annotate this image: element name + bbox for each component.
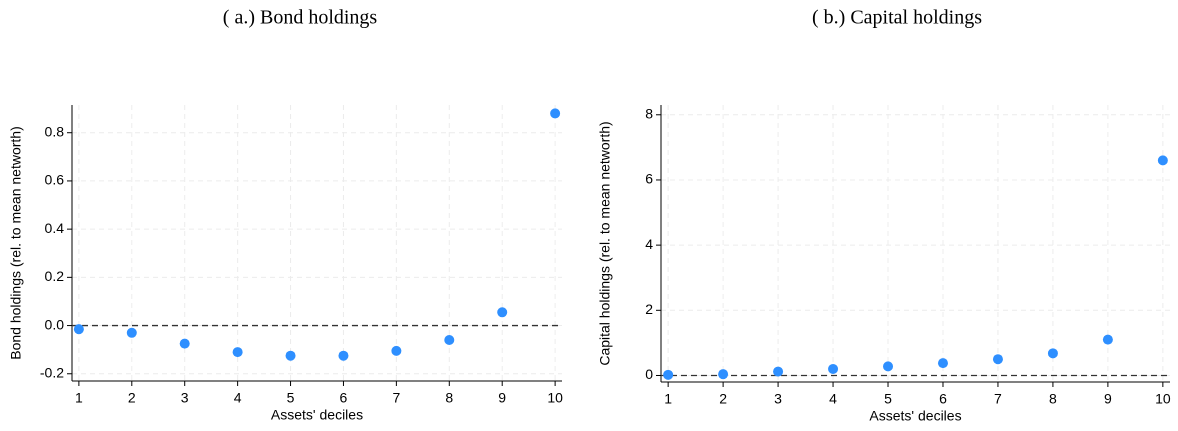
x-tick-label: 9 — [1104, 391, 1112, 407]
chart-title: ( b.) Capital holdings — [812, 7, 982, 29]
point — [73, 324, 84, 335]
x-tick-label: 10 — [1155, 391, 1171, 407]
point — [937, 358, 948, 369]
x-tick-label: 1 — [75, 390, 83, 406]
y-tick-label: 8 — [645, 105, 653, 121]
point — [828, 363, 839, 374]
point — [444, 335, 455, 346]
point — [718, 369, 729, 380]
point — [663, 369, 674, 380]
y-tick-label: -0.2 — [40, 364, 64, 380]
x-tick-label: 4 — [829, 391, 837, 407]
x-tick-label: 7 — [392, 390, 400, 406]
x-tick-label: 8 — [445, 390, 453, 406]
x-tick-label: 6 — [340, 390, 348, 406]
x-tick-label: 5 — [287, 390, 295, 406]
point — [126, 327, 137, 338]
point — [232, 347, 243, 358]
chart-title: ( a.) Bond holdings — [223, 7, 378, 29]
point — [179, 338, 190, 349]
x-tick-label: 2 — [128, 390, 136, 406]
y-tick-label: 0.2 — [45, 268, 65, 284]
point — [1047, 348, 1058, 359]
point — [773, 366, 784, 377]
point — [1157, 155, 1168, 166]
x-tick-label: 2 — [719, 391, 727, 407]
y-tick-label: 6 — [645, 171, 653, 187]
y-tick-label: 4 — [645, 236, 653, 252]
x-tick-label: 5 — [884, 391, 892, 407]
x-tick-label: 6 — [939, 391, 947, 407]
x-axis-label: Assets' deciles — [271, 407, 363, 423]
y-tick-label: 0.6 — [45, 172, 65, 188]
point — [391, 345, 402, 356]
y-axis-label: Capital holdings (rel. to mean networth) — [597, 121, 613, 365]
x-axis-label: Assets' deciles — [869, 408, 961, 424]
x-tick-label: 1 — [664, 391, 672, 407]
x-tick-label: 9 — [498, 390, 506, 406]
x-tick-label: 8 — [1049, 391, 1057, 407]
y-axis-label: Bond holdings (rel. to mean networth) — [8, 126, 24, 359]
point — [992, 354, 1003, 365]
x-tick-label: 3 — [181, 390, 189, 406]
y-tick-label: 0.4 — [45, 220, 65, 236]
x-tick-label: 7 — [994, 391, 1002, 407]
y-tick-label: 0.8 — [45, 123, 65, 139]
point — [285, 350, 296, 361]
point — [338, 350, 349, 361]
x-tick-label: 10 — [547, 390, 563, 406]
point — [1102, 334, 1113, 345]
point — [883, 361, 894, 372]
y-tick-label: 0 — [645, 366, 653, 382]
x-tick-label: 3 — [774, 391, 782, 407]
y-tick-label: 2 — [645, 301, 653, 317]
point — [497, 307, 508, 318]
x-tick-label: 4 — [234, 390, 242, 406]
y-tick-label: 0.0 — [45, 316, 65, 332]
point — [550, 108, 561, 119]
